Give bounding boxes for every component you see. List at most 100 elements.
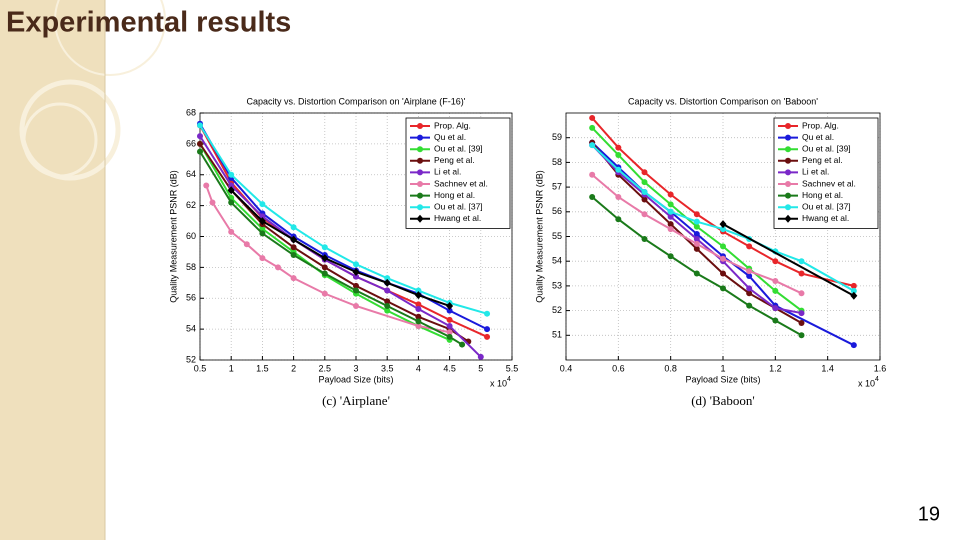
marker — [259, 225, 266, 232]
legend-label: Qu et al. — [434, 132, 466, 142]
marker — [615, 193, 622, 200]
marker — [203, 182, 210, 189]
y-tick-label: 62 — [186, 200, 196, 210]
legend-marker — [785, 204, 791, 211]
marker — [321, 254, 329, 263]
x-tick-label: 1.6 — [874, 363, 887, 373]
legend-label: Peng et al. — [434, 155, 475, 165]
legend-marker — [416, 214, 424, 223]
marker — [615, 151, 622, 158]
decor-ring — [22, 102, 98, 178]
marker — [414, 291, 422, 300]
marker — [446, 316, 453, 323]
legend-marker — [417, 123, 423, 129]
y-tick-label: 56 — [186, 293, 196, 303]
legend-marker — [785, 123, 791, 129]
legend-label: Ou et al. [37] — [802, 201, 851, 211]
series-line — [722, 223, 855, 297]
marker — [667, 208, 674, 215]
marker — [446, 307, 453, 314]
marker — [352, 268, 360, 277]
marker — [589, 124, 596, 131]
series-line — [199, 151, 463, 346]
marker — [667, 201, 674, 208]
marker — [353, 273, 359, 280]
x-tick-label: 2.5 — [319, 363, 332, 373]
marker — [321, 290, 328, 297]
legend-marker — [417, 169, 423, 176]
marker — [384, 275, 391, 282]
marker — [772, 287, 779, 294]
legend-label: Li et al. — [434, 167, 461, 177]
marker — [415, 301, 422, 308]
marker — [798, 258, 805, 265]
legend-marker — [417, 134, 423, 141]
marker — [353, 302, 359, 309]
marker — [641, 179, 648, 186]
marker — [850, 282, 857, 289]
plot-frame — [199, 112, 513, 361]
page-number: 19 — [918, 503, 940, 525]
marker — [798, 270, 805, 277]
marker — [446, 301, 454, 310]
marker — [321, 270, 328, 277]
x-tick-label: 0.8 — [664, 363, 677, 373]
marker — [384, 307, 391, 314]
marker — [228, 182, 235, 189]
y-tick-label: 54 — [552, 256, 562, 266]
legend-marker — [785, 134, 791, 141]
marker — [719, 220, 727, 229]
marker — [667, 191, 674, 198]
legend-label: Prop. Alg. — [434, 120, 471, 130]
legend-marker — [417, 146, 423, 153]
x-axis-label: Payload Size (bits) — [685, 374, 760, 384]
legend-label: Peng et al. — [802, 155, 843, 165]
marker — [641, 235, 648, 242]
marker — [197, 133, 203, 140]
marker — [415, 287, 422, 294]
marker — [720, 270, 726, 277]
marker — [693, 270, 700, 277]
y-axis-label: Quality Measurement PSNR (dB) — [168, 170, 178, 303]
x-tick-label: 4 — [416, 363, 421, 373]
decor-ring — [54, 0, 166, 76]
legend-label: Li et al. — [802, 167, 829, 177]
marker — [746, 290, 753, 297]
marker — [258, 217, 266, 226]
marker — [415, 306, 422, 313]
marker — [243, 241, 250, 248]
legend-marker — [785, 192, 791, 199]
marker — [772, 305, 779, 312]
legend-marker — [784, 214, 792, 223]
legend-marker — [785, 146, 791, 153]
y-tick-label: 54 — [186, 324, 196, 334]
marker — [321, 244, 328, 251]
legend-box — [405, 117, 511, 229]
marker — [641, 196, 648, 203]
x-scale-exponent: 4 — [875, 376, 879, 383]
marker — [259, 230, 266, 237]
marker — [798, 290, 805, 297]
caption: (c) 'Airplane' — [322, 393, 390, 408]
y-tick-label: 55 — [552, 231, 562, 241]
marker — [746, 302, 753, 309]
marker — [197, 140, 203, 147]
marker — [772, 317, 779, 324]
marker — [484, 310, 491, 317]
marker — [667, 213, 674, 220]
slide-title: Experimental results — [6, 7, 291, 39]
marker — [798, 332, 805, 339]
legend-marker — [417, 181, 423, 187]
marker — [227, 186, 235, 195]
marker — [746, 285, 753, 292]
marker — [693, 218, 700, 225]
marker — [415, 318, 422, 325]
legend-label: Sachnev et al. — [434, 178, 488, 188]
legend-marker — [785, 169, 791, 176]
decor-ring — [19, 79, 121, 181]
marker — [383, 278, 391, 287]
marker — [667, 221, 674, 228]
marker — [693, 223, 700, 230]
marker — [446, 329, 453, 336]
plot-frame — [565, 112, 881, 361]
